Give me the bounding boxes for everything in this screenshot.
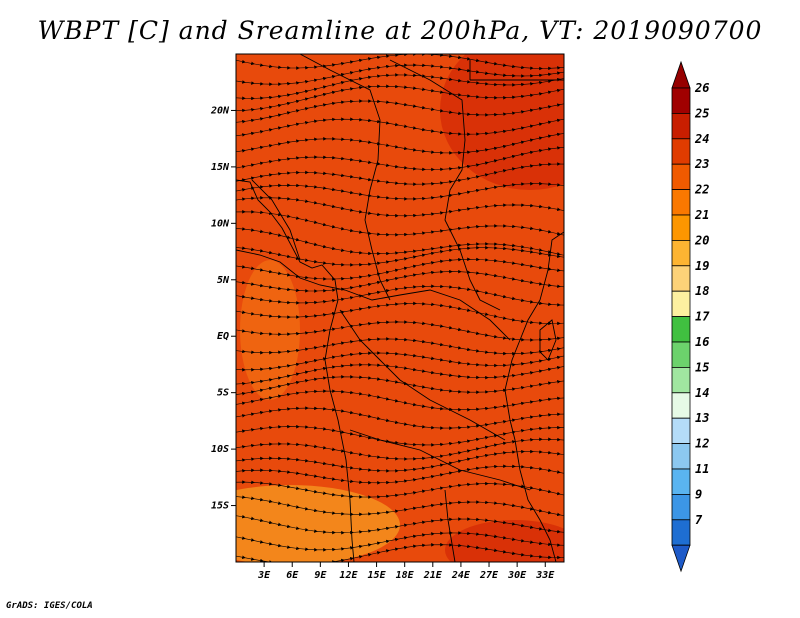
colorbar-label: 17 xyxy=(695,310,710,324)
streamline xyxy=(236,494,564,520)
colorbar-swatch xyxy=(671,214,691,241)
lat-tick-label: 10N xyxy=(211,218,230,229)
colorbar-label: 9 xyxy=(695,487,702,501)
map-frame xyxy=(235,53,565,563)
colorbar-swatch xyxy=(671,189,691,216)
colorbar-label: 12 xyxy=(695,437,709,451)
colorbar: 26 25 24 23 22 21 20 19 18 17 16 15 14 13 12 11 9 7 xyxy=(671,60,710,573)
colorbar-swatch xyxy=(671,239,691,267)
colorbar-label: 24 xyxy=(694,132,709,146)
colorbar-label: 19 xyxy=(695,259,709,273)
streamline xyxy=(236,406,564,430)
colorbar-swatch xyxy=(671,290,691,318)
chart-title: WBPT [C] and Sreamline at 200hPa, VT: 20… xyxy=(37,16,763,45)
lat-tick-label: EQ xyxy=(217,331,229,342)
lat-tick-label: 5S xyxy=(217,388,229,399)
lat-tick-label: 15S xyxy=(211,501,229,512)
lat-tick-label: 15N xyxy=(211,162,230,173)
colorbar-swatch xyxy=(671,468,691,495)
colorbar-swatch xyxy=(671,316,691,343)
colorbar-label: 7 xyxy=(695,513,703,527)
colorbar-swatch xyxy=(671,493,691,521)
colorbar-label: 16 xyxy=(695,335,709,349)
colorbar-swatch xyxy=(671,163,691,190)
colorbar-swatch xyxy=(671,265,691,292)
lon-tick-label: 24E xyxy=(451,570,471,581)
lon-tick-label: 18E xyxy=(396,570,415,581)
colorbar-label: 13 xyxy=(695,411,709,425)
colorbar-swatch xyxy=(671,87,691,114)
colorbar-label: 21 xyxy=(694,208,709,222)
colorbar-label: 20 xyxy=(694,233,709,247)
colorbar-label: 22 xyxy=(694,183,709,197)
colorbar-swatch xyxy=(671,138,691,165)
streamlines xyxy=(236,54,564,562)
colorbar-top-cap xyxy=(671,60,691,89)
colorbar-label: 14 xyxy=(695,386,709,400)
lat-tick-label: 5N xyxy=(217,275,230,286)
colorbar-swatch xyxy=(671,392,691,419)
colorbar-swatch xyxy=(671,417,691,445)
streamline xyxy=(236,99,564,125)
lon-tick-label: 33E xyxy=(535,570,555,581)
colorbar-label: 15 xyxy=(695,360,709,374)
colorbar-bottom-cap xyxy=(671,544,691,573)
lon-tick-label: 21E xyxy=(423,570,443,581)
colorbar-swatch xyxy=(671,443,691,470)
lon-tick-label: 6E xyxy=(286,570,299,581)
map-panel xyxy=(236,54,564,562)
colorbar-swatch xyxy=(671,366,691,394)
cool-region-west xyxy=(240,260,300,400)
streamline xyxy=(236,542,564,562)
colorbar-swatch xyxy=(671,341,691,368)
lon-tick-label: 27E xyxy=(479,570,499,581)
longitude-axis: 3E 6E 9E 12E 15E 18E 21E 24E 27E 30E 33E xyxy=(257,562,555,581)
lon-tick-label: 12E xyxy=(339,570,358,581)
grads-credit: GrADS: IGES/COLA xyxy=(6,601,93,611)
lon-tick-label: 9E xyxy=(314,570,327,581)
lon-tick-label: 15E xyxy=(368,570,387,581)
lon-tick-label: 30E xyxy=(507,570,527,581)
colorbar-swatch xyxy=(671,113,691,140)
streamline xyxy=(236,389,564,412)
streamline xyxy=(236,513,564,536)
colorbar-label: 26 xyxy=(694,81,709,95)
colorbar-label: 18 xyxy=(695,284,709,298)
streamline xyxy=(236,480,564,500)
lat-tick-label: 10S xyxy=(211,444,229,455)
colorbar-swatch xyxy=(671,519,691,546)
lat-tick-label: 20N xyxy=(210,105,230,116)
latitude-axis: 20N 15N 10N 5N EQ 5S 10S 15S xyxy=(210,105,236,512)
lon-tick-label: 3E xyxy=(257,570,271,581)
colorbar-label: 25 xyxy=(694,106,709,120)
colorbar-label: 11 xyxy=(695,462,709,476)
streamline xyxy=(236,115,564,138)
coastlines-borders xyxy=(236,54,564,562)
colorbar-label: 23 xyxy=(694,157,709,171)
